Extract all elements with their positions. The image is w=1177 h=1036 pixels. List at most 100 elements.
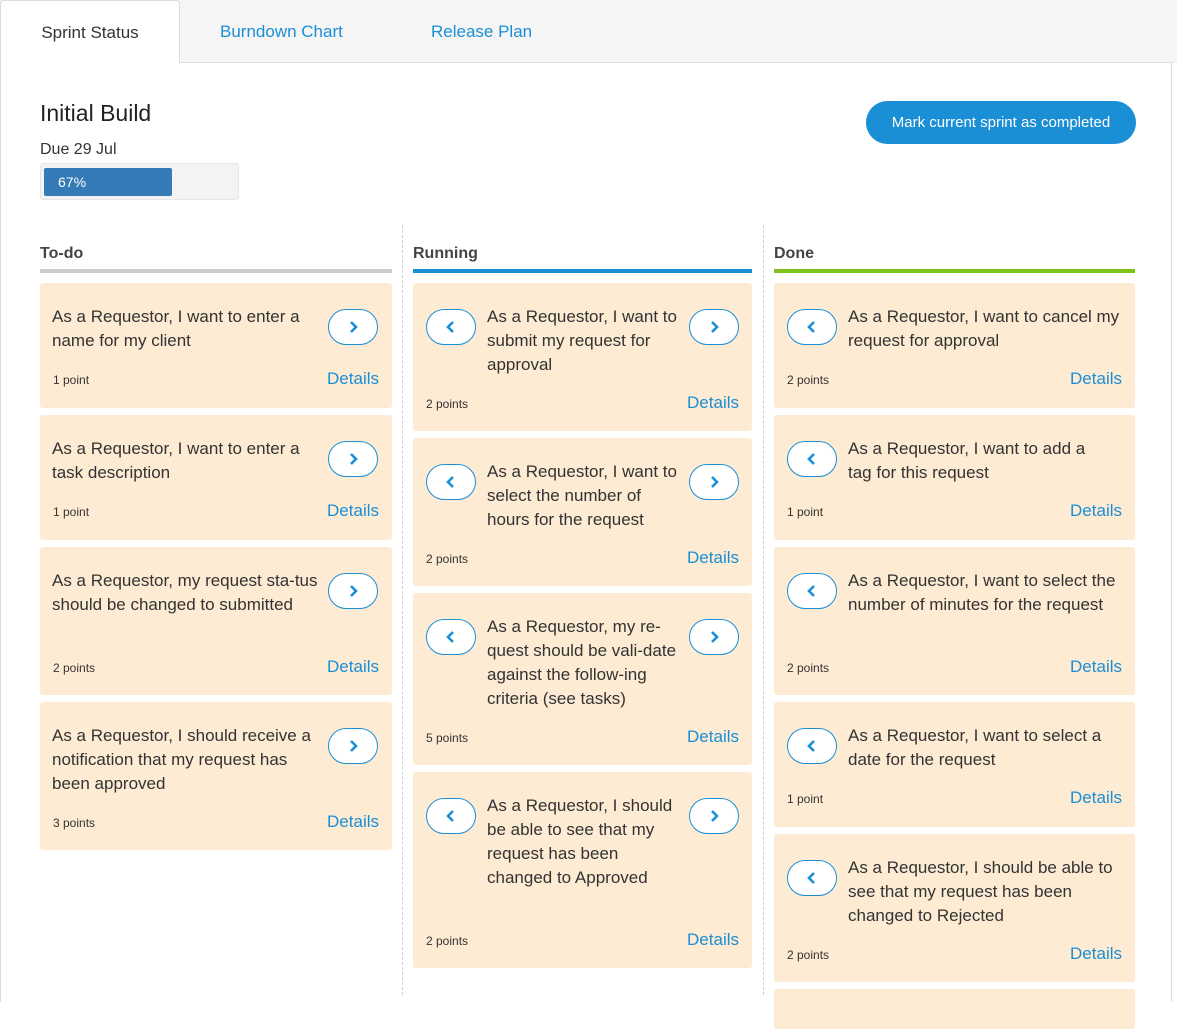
story-text: As a Requestor, I want to submit my requ… <box>487 307 677 374</box>
story-points: 1 point <box>787 505 824 519</box>
story-card: As a Requestor, I should be able to see … <box>774 834 1135 982</box>
column-header: Running <box>413 243 752 273</box>
story-card: As a Requestor, I want to enter a name f… <box>40 283 392 408</box>
chevron-left-icon <box>446 631 454 643</box>
story-card: As a Requestor, I should receive a notif… <box>40 702 392 850</box>
tab-bar: Sprint Status Burndown Chart Release Pla… <box>0 0 1177 64</box>
story-text: As a Requestor, my request sta-tus shoul… <box>52 571 318 614</box>
details-link[interactable]: Details <box>1070 369 1122 388</box>
story-text: As a Requestor, I want to select the num… <box>848 571 1116 614</box>
tab-burndown-chart[interactable]: Burndown Chart <box>220 22 343 41</box>
story-card: As a Requestor, I should be able to see … <box>413 772 752 968</box>
story-points: 5 points <box>426 731 469 745</box>
chevron-left-icon <box>807 585 815 597</box>
details-link[interactable]: Details <box>687 727 739 746</box>
tab-release-plan[interactable]: Release Plan <box>431 22 533 41</box>
chevron-right-icon <box>350 321 358 333</box>
story-points: 1 point <box>53 505 90 519</box>
move-right-button[interactable] <box>689 464 739 500</box>
move-left-button[interactable] <box>426 798 476 834</box>
sprint-due-date: Due 29 Jul <box>40 141 117 158</box>
tab-bar-border <box>181 62 1173 63</box>
story-points: 2 points <box>426 934 469 948</box>
column-divider <box>402 225 403 995</box>
chevron-right-icon <box>711 476 719 488</box>
story-card: As a Requestor, my re-quest should be va… <box>413 593 752 765</box>
mark-sprint-completed-button[interactable]: Mark current sprint as completed <box>866 101 1136 144</box>
details-link[interactable]: Details <box>1070 944 1122 963</box>
chevron-left-icon <box>446 321 454 333</box>
story-text: As a Requestor, I should be able to see … <box>487 796 673 887</box>
chevron-left-icon <box>446 476 454 488</box>
move-right-button[interactable] <box>328 309 378 345</box>
details-link[interactable]: Details <box>327 657 379 676</box>
move-left-button[interactable] <box>426 309 476 345</box>
move-right-button[interactable] <box>328 441 378 477</box>
details-link[interactable]: Details <box>327 812 379 831</box>
move-left-button[interactable] <box>426 464 476 500</box>
column-header: Done <box>774 243 1135 273</box>
details-link[interactable]: Details <box>1070 788 1122 807</box>
sprint-title: Initial Build <box>40 100 152 126</box>
chevron-left-icon <box>807 872 815 884</box>
story-text: As a Requestor, my re-quest should be va… <box>487 617 677 708</box>
story-card: As a Requestor, I want to select a date … <box>774 702 1135 827</box>
chevron-right-icon <box>350 585 358 597</box>
sprint-progress-bar: 67% <box>40 163 239 200</box>
story-points: 3 points <box>53 816 96 830</box>
sprint-panel <box>0 62 1172 1002</box>
story-card: As a Requestor, I want to add a tag for … <box>774 415 1135 540</box>
story-text: As a Requestor, I want to enter a name f… <box>52 307 300 350</box>
column-done: Done As a Requestor, I want to cancel my… <box>774 243 1135 1036</box>
story-points: 2 points <box>787 948 830 962</box>
story-points: 2 points <box>426 397 469 411</box>
chevron-left-icon <box>807 453 815 465</box>
move-right-button[interactable] <box>689 798 739 834</box>
story-text: As a Requestor, I should receive a notif… <box>52 726 311 793</box>
chevron-right-icon <box>350 453 358 465</box>
column-divider <box>763 225 764 995</box>
story-text: As a Requestor, I want to cancel my requ… <box>848 307 1120 350</box>
story-card: As a Requestor, I want to select the num… <box>413 438 752 586</box>
story-points: 2 points <box>787 373 830 387</box>
story-text: As a Requestor, I should be able to see … <box>848 858 1113 925</box>
story-text: As a Requestor, I want to select the num… <box>487 462 677 529</box>
move-right-button[interactable] <box>328 728 378 764</box>
move-left-button[interactable] <box>787 728 837 764</box>
move-left-button[interactable] <box>787 860 837 896</box>
details-link[interactable]: Details <box>687 930 739 949</box>
chevron-left-icon <box>807 740 815 752</box>
column-running: Running As a Requestor, I want to submit… <box>413 243 752 975</box>
story-card: As a Requestor, I want to enter a task d… <box>40 415 392 540</box>
story-points: 1 point <box>787 792 824 806</box>
story-card: As a Requestor, my request sta-tus shoul… <box>40 547 392 695</box>
details-link[interactable]: Details <box>687 393 739 412</box>
details-link[interactable]: Details <box>327 369 379 388</box>
story-card: As a Requestor, I want to submit my requ… <box>413 283 752 431</box>
move-right-button[interactable] <box>689 619 739 655</box>
details-link[interactable]: Details <box>687 548 739 567</box>
chevron-left-icon <box>807 321 815 333</box>
chevron-left-icon <box>446 810 454 822</box>
details-link[interactable]: Details <box>1070 657 1122 676</box>
chevron-right-icon <box>350 740 358 752</box>
details-link[interactable]: Details <box>1070 501 1122 520</box>
move-left-button[interactable] <box>426 619 476 655</box>
chevron-right-icon <box>711 810 719 822</box>
move-left-button[interactable] <box>787 441 837 477</box>
story-card <box>774 989 1135 1029</box>
move-left-button[interactable] <box>787 309 837 345</box>
sprint-progress-fill: 67% <box>44 168 172 196</box>
story-card: As a Requestor, I want to cancel my requ… <box>774 283 1135 408</box>
move-left-button[interactable] <box>787 573 837 609</box>
chevron-right-icon <box>711 321 719 333</box>
move-right-button[interactable] <box>328 573 378 609</box>
details-link[interactable]: Details <box>327 501 379 520</box>
move-right-button[interactable] <box>689 309 739 345</box>
tab-sprint-status[interactable]: Sprint Status <box>0 0 180 64</box>
column-header: To-do <box>40 243 392 273</box>
story-text: As a Requestor, I want to add a tag for … <box>848 439 1086 482</box>
story-points: 2 points <box>426 552 469 566</box>
story-text: As a Requestor, I want to select a date … <box>848 726 1102 769</box>
column-todo: To-do As a Requestor, I want to enter a … <box>40 243 392 857</box>
